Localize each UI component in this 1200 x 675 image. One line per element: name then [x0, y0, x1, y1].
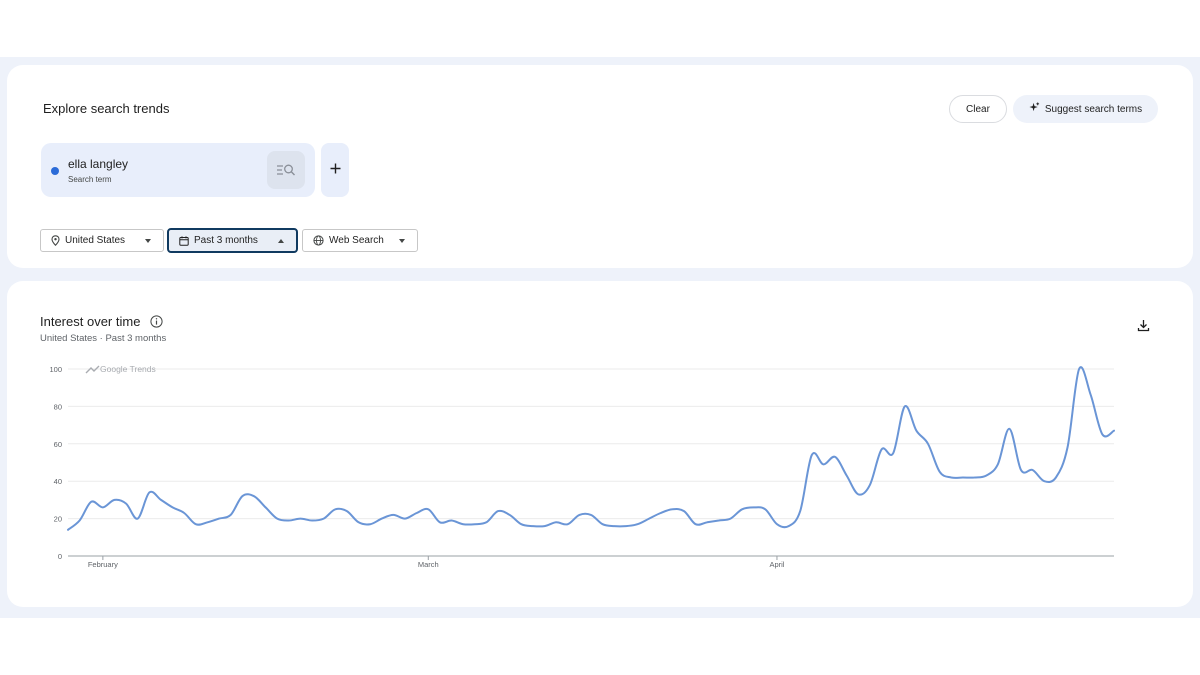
location-filter[interactable]: United States	[40, 229, 164, 252]
time-range-filter[interactable]: Past 3 months	[167, 228, 298, 253]
chevron-down-icon	[399, 239, 405, 243]
term-search-refine-icon[interactable]	[267, 151, 305, 189]
plus-icon	[330, 161, 341, 179]
interest-over-time-card: Interest over time United States · Past …	[7, 281, 1193, 607]
series-line-ella-langley	[67, 366, 1115, 531]
location-filter-label: United States	[65, 235, 126, 246]
search-term-chip[interactable]: ella langley Search term	[41, 143, 315, 197]
x-tick-label: April	[769, 560, 784, 569]
time-range-filter-label: Past 3 months	[194, 235, 258, 246]
interest-subtitle: United States · Past 3 months	[40, 333, 167, 344]
add-term-button[interactable]	[321, 143, 349, 197]
watermark-label: Google Trends	[100, 364, 156, 374]
clear-button[interactable]: Clear	[949, 95, 1007, 123]
y-tick-label: 60	[54, 440, 62, 449]
explore-card: Explore search trends Clear Suggest sear…	[7, 65, 1193, 268]
y-tick-label: 100	[49, 365, 62, 374]
term-color-dot	[51, 167, 59, 175]
info-icon[interactable]	[150, 315, 163, 333]
globe-icon	[313, 235, 324, 246]
calendar-icon	[179, 235, 189, 246]
x-tick-label: March	[418, 560, 439, 569]
explore-title: Explore search trends	[43, 101, 170, 116]
search-term-type: Search term	[68, 175, 112, 184]
location-pin-icon	[51, 235, 60, 246]
search-property-filter-label: Web Search	[329, 235, 384, 246]
y-tick-label: 40	[54, 477, 62, 486]
chevron-up-icon	[278, 239, 284, 243]
suggest-search-terms-button[interactable]: Suggest search terms	[1013, 95, 1158, 123]
chevron-down-icon	[145, 239, 151, 243]
download-icon[interactable]	[1137, 319, 1150, 337]
google-trends-watermark: Google Trends	[85, 364, 156, 374]
search-term-name: ella langley	[68, 157, 129, 171]
interest-title: Interest over time	[40, 314, 141, 329]
y-tick-label: 80	[54, 402, 62, 411]
search-property-filter[interactable]: Web Search	[302, 229, 418, 252]
x-tick-label: February	[88, 560, 118, 569]
y-tick-label: 0	[58, 552, 62, 561]
trend-arrow-icon	[85, 365, 100, 374]
sparkle-add-icon	[1029, 102, 1040, 116]
interest-chart: 0 20 40 60 80 100 February March April Google T…	[49, 364, 1115, 569]
suggest-search-terms-label: Suggest search terms	[1044, 103, 1143, 115]
y-tick-label: 20	[54, 515, 62, 524]
